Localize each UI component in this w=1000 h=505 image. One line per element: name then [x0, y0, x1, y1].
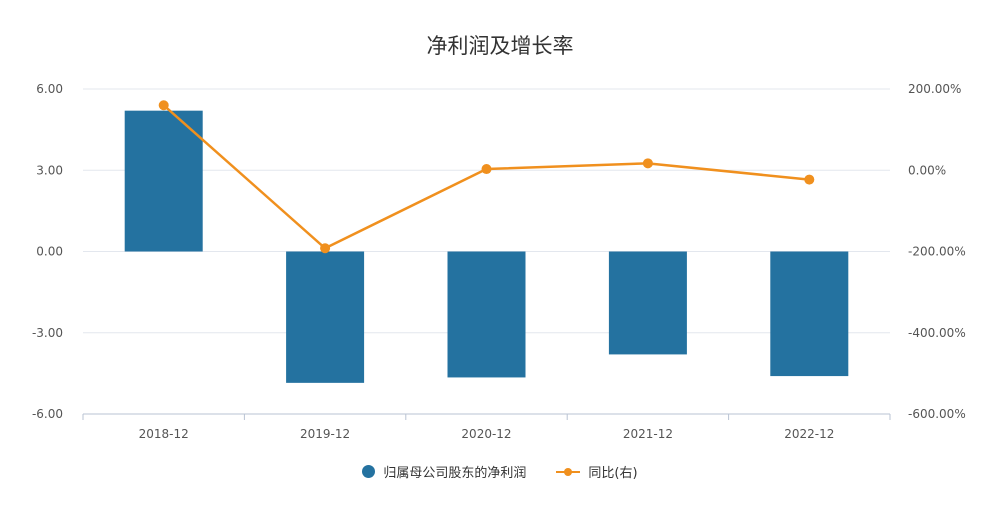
yoy-point	[158, 100, 169, 111]
right-axis-tick-label: 0.00%	[908, 163, 946, 177]
legend-label-net-profit: 归属母公司股东的净利润	[383, 466, 527, 481]
yoy-line	[162, 104, 810, 250]
chart-title: 净利润及增长率	[426, 34, 574, 58]
yoy-point	[481, 164, 492, 175]
legend-swatch-bar	[362, 465, 376, 478]
legend-swatch-line	[556, 467, 581, 476]
x-axis-tick-label: 2020-12	[461, 427, 511, 441]
legend-item-yoy[interactable]: 同比(右)	[556, 462, 638, 481]
legend-item-net-profit[interactable]: 归属母公司股东的净利润	[362, 462, 526, 481]
bar	[286, 251, 365, 383]
left-axis-tick-label: -6.00	[32, 407, 63, 421]
chart-legend: 归属母公司股东的净利润 同比(右)	[0, 462, 1000, 481]
left-axis-tick-label: -3.00	[32, 326, 63, 340]
yoy-point	[804, 174, 815, 185]
x-axis-tick-label: 2018-12	[139, 427, 189, 441]
bar	[770, 251, 849, 377]
bar	[124, 110, 203, 252]
right-axis-tick-label: -200.00%	[908, 245, 966, 259]
yoy-point	[642, 158, 653, 169]
left-axis-tick-label: 6.00	[36, 82, 63, 96]
x-axis-tick-label: 2021-12	[623, 427, 673, 441]
right-axis-tick-label: -400.00%	[908, 326, 966, 340]
bar	[608, 251, 687, 355]
left-axis-tick-label: 0.00	[36, 245, 63, 259]
right-axis-tick-label: -600.00%	[908, 407, 966, 421]
yoy-point	[320, 243, 331, 254]
legend-label-yoy: 同比(右)	[588, 466, 638, 481]
right-axis-tick-label: 200.00%	[908, 82, 961, 96]
bar	[447, 251, 526, 378]
x-axis-tick-label: 2019-12	[300, 427, 350, 441]
x-axis-tick-label: 2022-12	[784, 427, 834, 441]
left-axis-tick-label: 3.00	[36, 163, 63, 177]
